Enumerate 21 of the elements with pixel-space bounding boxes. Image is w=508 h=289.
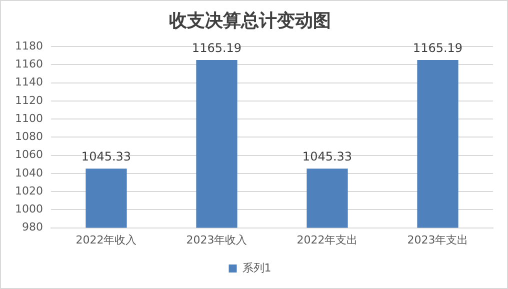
data-label: 1045.33 [302, 150, 352, 164]
y-tick-label: 1120 [14, 94, 43, 107]
chart-title: 收支决算总计变动图 [169, 10, 331, 32]
y-tick-label: 1140 [14, 76, 43, 89]
y-tick-label: 1080 [14, 130, 43, 144]
y-tick-label: 1100 [14, 112, 43, 125]
y-tick-label: 980 [22, 220, 43, 234]
x-tick-label: 2022年支出 [296, 233, 358, 246]
data-label: 1165.19 [192, 41, 242, 56]
x-tick-label: 2023年收入 [186, 233, 248, 246]
x-tick-label: 2023年支出 [407, 233, 468, 246]
y-tick-label: 1180 [14, 39, 43, 52]
y-tick-label: 1040 [14, 166, 43, 180]
y-tick-label: 1020 [14, 184, 43, 198]
data-label: 1165.19 [412, 41, 463, 56]
x-tick-label: 2022年收入 [76, 233, 137, 246]
y-tick-label: 1160 [14, 58, 43, 71]
y-tick-label: 1060 [14, 148, 43, 162]
legend-label: 系列1 [242, 261, 272, 274]
y-tick-label: 1000 [14, 202, 43, 216]
data-label: 1045.33 [81, 150, 132, 164]
